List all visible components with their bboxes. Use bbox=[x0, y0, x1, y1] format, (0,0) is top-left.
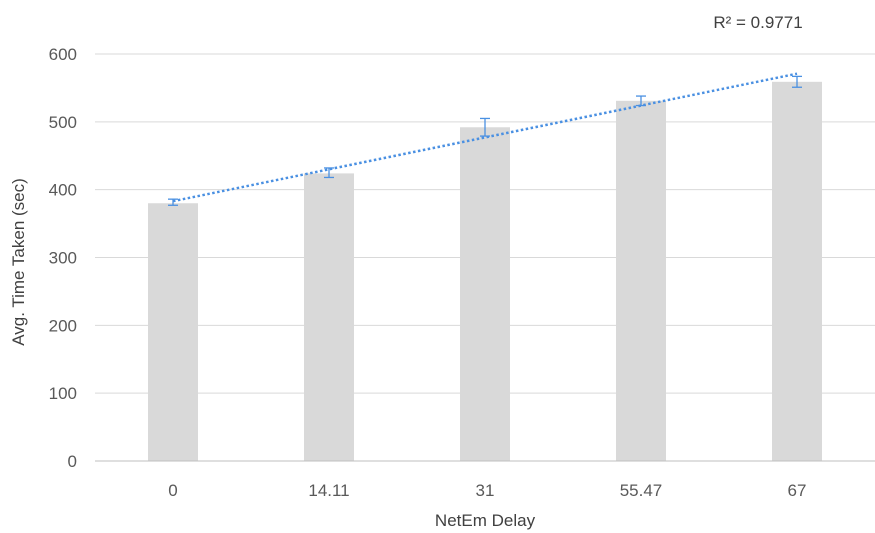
trendline bbox=[172, 72, 798, 203]
bars bbox=[148, 81, 822, 462]
bar bbox=[616, 100, 666, 462]
y-tick-label: 300 bbox=[49, 249, 77, 268]
x-tick-label: 67 bbox=[788, 481, 807, 500]
x-tick-label: 14.11 bbox=[308, 481, 349, 500]
bar bbox=[304, 173, 354, 462]
bar bbox=[460, 127, 510, 461]
x-axis-title: NetEm Delay bbox=[435, 511, 536, 530]
tick-labels: 0 100 200 300 400 500 600 0 14.11 31 55.47 67 bbox=[49, 45, 807, 500]
bar bbox=[772, 81, 822, 461]
y-tick-label: 600 bbox=[49, 45, 77, 64]
trendline-group bbox=[172, 72, 798, 203]
bar bbox=[148, 203, 198, 461]
x-tick-label: 55.47 bbox=[620, 481, 663, 500]
y-tick-label: 0 bbox=[68, 452, 77, 471]
x-tick-label: 0 bbox=[168, 481, 177, 500]
y-tick-label: 200 bbox=[49, 316, 77, 335]
y-tick-label: 100 bbox=[49, 384, 77, 403]
x-tick-label: 31 bbox=[476, 481, 495, 500]
y-tick-label: 500 bbox=[49, 113, 77, 132]
y-axis-title: Avg. Time Taken (sec) bbox=[9, 178, 28, 346]
error-bars bbox=[168, 75, 802, 206]
y-tick-label: 400 bbox=[49, 181, 77, 200]
r-squared-annotation: R² = 0.9771 bbox=[713, 13, 802, 32]
